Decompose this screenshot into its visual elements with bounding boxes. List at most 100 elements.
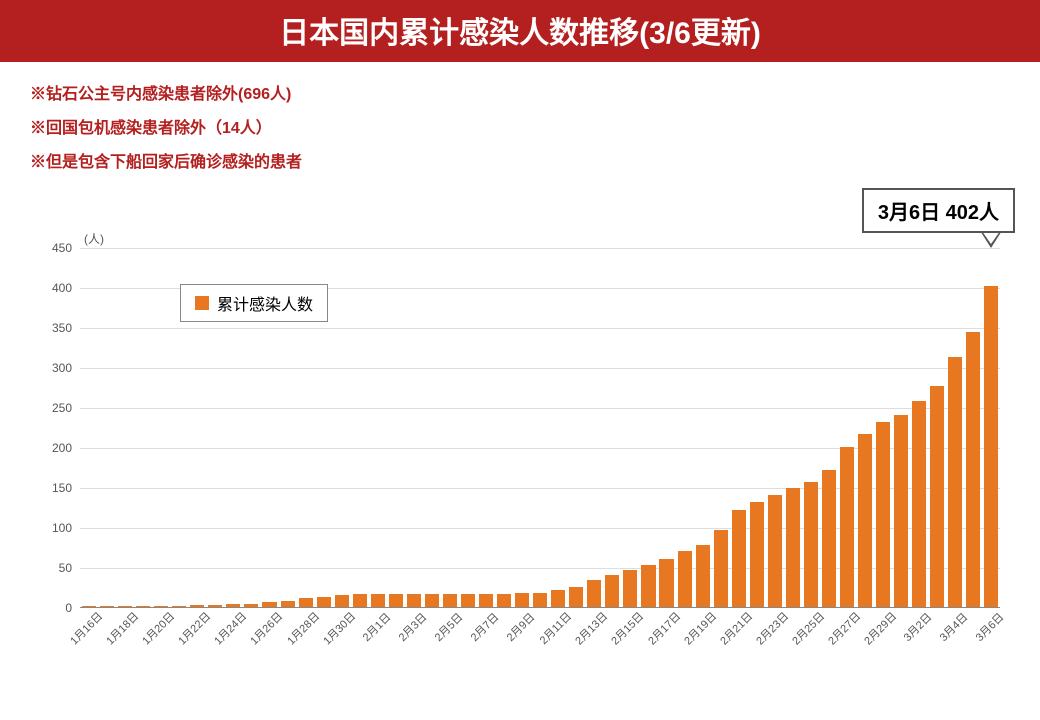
- bar: [371, 594, 385, 607]
- bar-slot: [152, 248, 170, 607]
- bar: [876, 422, 890, 607]
- bar-slot: [874, 248, 892, 607]
- bar: [479, 594, 493, 607]
- bar: [317, 597, 331, 607]
- bar: [641, 565, 655, 607]
- bar-slot: [495, 248, 513, 607]
- bar-slot: [98, 248, 116, 607]
- bar: [407, 594, 421, 607]
- bar-slot: [712, 248, 730, 607]
- bar: [172, 606, 186, 607]
- bar: [100, 606, 114, 607]
- x-slot: 1月24日: [224, 608, 242, 678]
- bar: [281, 601, 295, 607]
- bar: [786, 488, 800, 607]
- bar-slot: [730, 248, 748, 607]
- bar: [425, 594, 439, 607]
- bar: [226, 604, 240, 607]
- bar-slot: [694, 248, 712, 607]
- y-tick-label: 50: [59, 561, 72, 575]
- bar: [714, 530, 728, 607]
- bar-slot: [639, 248, 657, 607]
- bar: [551, 590, 565, 607]
- chart-area: 3月6日 402人 (人) 累计感染人数 0501001502002503003…: [0, 188, 1040, 678]
- legend-label: 累计感染人数: [217, 291, 313, 315]
- bar-slot: [134, 248, 152, 607]
- y-tick-label: 300: [52, 361, 72, 375]
- bar: [966, 332, 980, 607]
- x-slot: [351, 608, 369, 678]
- bar-slot: [441, 248, 459, 607]
- bar-slot: [549, 248, 567, 607]
- bar: [154, 606, 168, 607]
- y-tick-label: 350: [52, 321, 72, 335]
- x-slot: [423, 608, 441, 678]
- bar-slot: [423, 248, 441, 607]
- x-slot: [964, 608, 982, 678]
- bar: [82, 606, 96, 607]
- x-slot: 3月6日: [982, 608, 1000, 678]
- bar-slot: [459, 248, 477, 607]
- bar: [750, 502, 764, 607]
- y-tick-label: 400: [52, 281, 72, 295]
- page-title-bar: 日本国内累计感染人数推移(3/6更新): [0, 0, 1040, 58]
- x-slot: 1月22日: [188, 608, 206, 678]
- x-slot: 2月27日: [838, 608, 856, 678]
- bar: [299, 598, 313, 607]
- bar: [443, 594, 457, 607]
- bar: [335, 595, 349, 607]
- bar-slot: [928, 248, 946, 607]
- x-slot: [459, 608, 477, 678]
- bar-slot: [802, 248, 820, 607]
- bar-slot: [621, 248, 639, 607]
- x-slot: 2月17日: [658, 608, 676, 678]
- note-line-2: ※回国包机感染患者除外（14人）: [30, 114, 1010, 138]
- legend-box: 累计感染人数: [180, 284, 328, 322]
- y-tick-label: 0: [65, 601, 72, 615]
- callout-label: 3月6日 402人: [862, 188, 1015, 233]
- bar-slot: [838, 248, 856, 607]
- bar-slot: [405, 248, 423, 607]
- x-slot: 2月25日: [802, 608, 820, 678]
- bar-slot: [116, 248, 134, 607]
- bar: [858, 434, 872, 607]
- bar-slot: [820, 248, 838, 607]
- bar: [118, 606, 132, 607]
- bar: [190, 605, 204, 607]
- bar: [732, 510, 746, 607]
- bar: [822, 470, 836, 607]
- bar: [587, 580, 601, 607]
- y-axis-unit: (人): [84, 230, 104, 247]
- y-tick-label: 100: [52, 521, 72, 535]
- bar-slot: [676, 248, 694, 607]
- bar-slot: [333, 248, 351, 607]
- bar-slot: [369, 248, 387, 607]
- bar: [768, 495, 782, 607]
- bar-slot: [387, 248, 405, 607]
- plot-region: (人) 累计感染人数 050100150200250300350400450: [80, 248, 1000, 608]
- x-slot: 1月16日: [80, 608, 98, 678]
- bar-slot: [766, 248, 784, 607]
- bar: [461, 594, 475, 607]
- bar: [136, 606, 150, 607]
- bar: [696, 545, 710, 607]
- x-axis-labels: 1月16日1月18日1月20日1月22日1月24日1月26日1月28日1月30日…: [80, 608, 1000, 678]
- bar: [515, 593, 529, 607]
- bar: [804, 482, 818, 607]
- bar-slot: [477, 248, 495, 607]
- x-slot: 2月1日: [369, 608, 387, 678]
- bar: [678, 551, 692, 607]
- note-line-1: ※钻石公主号内感染患者除外(696人): [30, 80, 1010, 104]
- bar: [262, 602, 276, 607]
- bar-slot: [80, 248, 98, 607]
- x-slot: 2月19日: [694, 608, 712, 678]
- bar: [912, 401, 926, 607]
- bar: [894, 415, 908, 607]
- bar-slot: [982, 248, 1000, 607]
- bar-slot: [351, 248, 369, 607]
- x-slot: 1月28日: [297, 608, 315, 678]
- bar: [569, 587, 583, 607]
- bar-slot: [531, 248, 549, 607]
- x-slot: 2月15日: [621, 608, 639, 678]
- x-slot: 2月3日: [405, 608, 423, 678]
